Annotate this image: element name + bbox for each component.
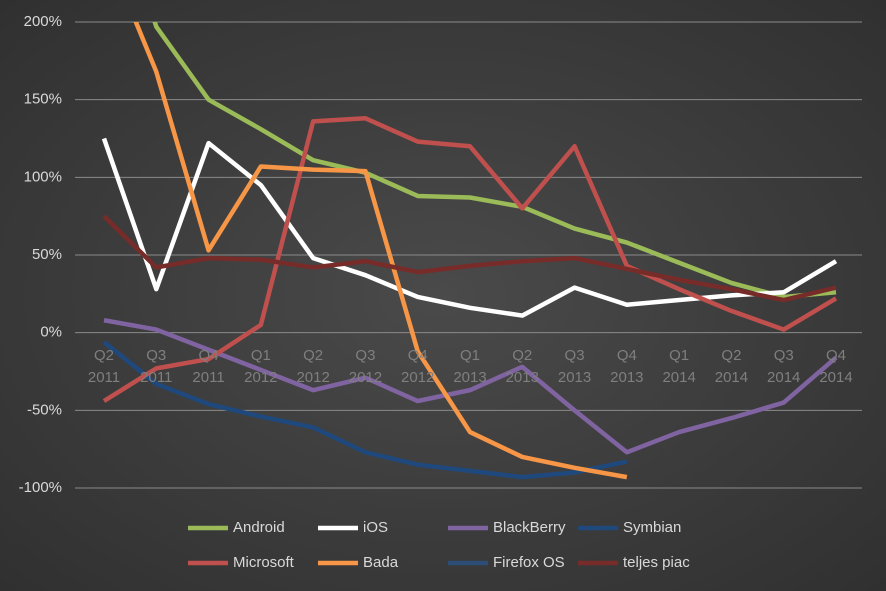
x-tick-label: Q2 2011 — [87, 347, 121, 386]
y-tick-label: 50% — [32, 246, 62, 263]
legend-label: Microsoft — [233, 554, 295, 571]
x-tick-label: Q4 2012 — [401, 347, 435, 386]
y-tick-label: -50% — [27, 401, 62, 418]
x-tick-label: Q4 2013 — [610, 347, 644, 386]
x-tick-label: Q1 2012 — [244, 347, 278, 386]
series-line — [133, 22, 628, 480]
y-tick-label: 100% — [24, 168, 62, 185]
x-tick-label: Q3 2011 — [140, 347, 173, 386]
series-line — [152, 22, 837, 300]
y-tick-label: 0% — [40, 324, 62, 341]
legend-label: BlackBerry — [493, 519, 566, 536]
legend-label: Symbian — [623, 519, 681, 536]
lines — [101, 22, 838, 480]
x-tick-label: Q3 2013 — [557, 347, 592, 386]
series-line — [101, 137, 838, 318]
legend-label: Firefox OS — [493, 554, 565, 571]
y-tick-label: 200% — [24, 13, 62, 30]
series-line — [102, 340, 628, 480]
legend-label: iOS — [363, 519, 388, 536]
y-tick-label: 150% — [24, 91, 62, 108]
legend-label: teljes piac — [623, 554, 690, 571]
x-tick-label: Q3 2014 — [767, 347, 801, 386]
legend-label: Android — [233, 519, 285, 536]
x-tick-label: Q1 2014 — [662, 347, 696, 386]
series-line — [102, 116, 838, 403]
x-tick-label: Q2 2013 — [505, 347, 539, 386]
x-tick-label: Q2 2012 — [296, 347, 330, 386]
legend-label: Bada — [363, 554, 399, 571]
y-tick-label: -100% — [19, 479, 62, 496]
series-line — [102, 214, 837, 303]
series-line — [103, 318, 838, 455]
x-tick-label: Q3 2012 — [348, 347, 383, 386]
x-tick-label: Q2 2014 — [714, 347, 749, 386]
x-tick-label: Q1 2013 — [453, 347, 487, 386]
x-tick-label: Q4 2011 — [192, 347, 225, 386]
x-tick-label: Q4 2014 — [819, 347, 853, 386]
